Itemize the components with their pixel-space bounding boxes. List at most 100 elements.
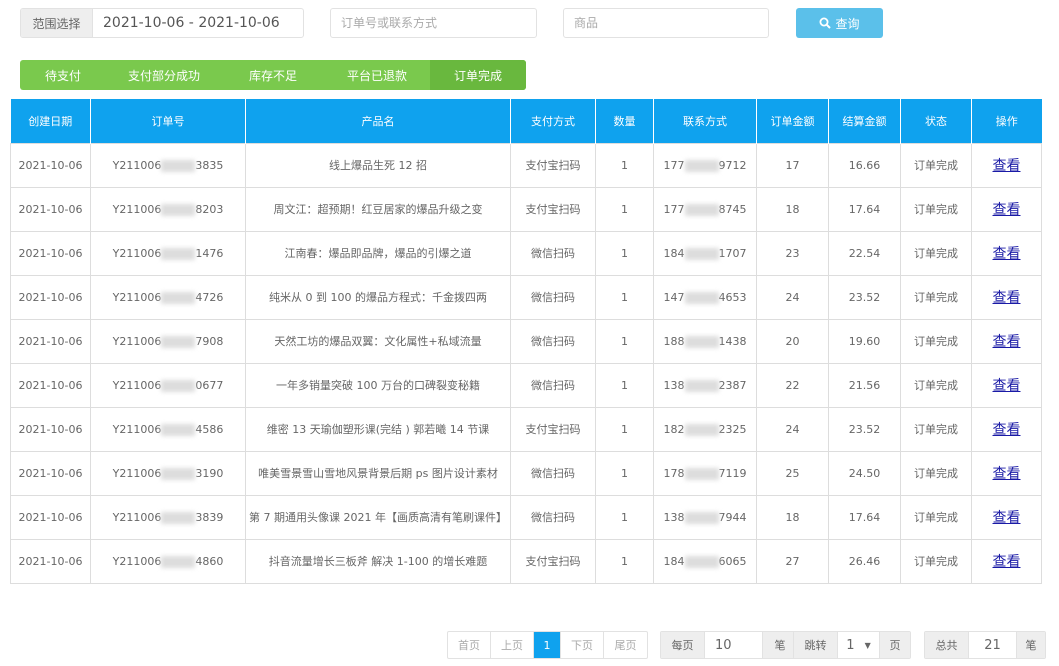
per-page-input[interactable]: 10 <box>705 632 763 658</box>
cell-action: 查看 <box>971 186 1042 232</box>
cell-order-number: Y211006 7908 <box>90 318 246 364</box>
cell-quantity: 1 <box>595 362 654 408</box>
cell-order-amount: 24 <box>756 274 829 320</box>
last-page-button[interactable]: 尾页 <box>614 639 637 652</box>
first-page-button[interactable]: 首页 <box>448 632 491 658</box>
column-header: 订单号 <box>90 99 246 143</box>
cell-settle-amount: 17.64 <box>828 494 901 540</box>
jump-select[interactable]: 1 ▼ <box>838 632 880 658</box>
total-value: 21 <box>969 632 1017 658</box>
total-count: 总共 21 笔 <box>924 631 1046 659</box>
cell-date: 2021-10-06 <box>10 362 91 408</box>
cell-quantity: 1 <box>595 230 654 276</box>
orders-table: 创建日期 订单号 产品名 支付方式 数量 联系方式 订单金额 结算金额 状态 操作 2021-10… <box>10 99 1042 584</box>
view-link[interactable]: 查看 <box>992 378 1021 394</box>
view-link[interactable]: 查看 <box>992 554 1021 570</box>
cell-order-number: Y211006 8203 <box>90 186 246 232</box>
cell-action: 查看 <box>971 274 1042 320</box>
column-header: 支付方式 <box>510 99 596 143</box>
cell-payment-method: 支付宝扫码 <box>510 538 596 584</box>
view-link[interactable]: 查看 <box>992 510 1021 526</box>
cell-status: 订单完成 <box>900 230 972 276</box>
cell-order-number: Y211006 0677 <box>90 362 246 408</box>
phone-prefix: 188 <box>663 334 685 348</box>
order-suffix: 3839 <box>195 510 224 524</box>
cell-quantity: 1 <box>595 406 654 452</box>
cell-order-number: Y211006 4726 <box>90 274 246 320</box>
redacted-blur <box>161 159 196 172</box>
cell-status: 订单完成 <box>900 142 972 188</box>
redacted-blur <box>161 291 196 304</box>
table-row: 2021-10-06 Y211006 3839 第 7 期通用头像课 2021 年【画… <box>10 494 1042 540</box>
cell-product: 维密 13 天瑜伽塑形课(完结 ) 郭若曦 14 节课 <box>245 406 511 452</box>
date-range-picker[interactable]: 范围选择 2021-10-06 - 2021-10-06 <box>20 8 304 38</box>
cell-order-amount: 27 <box>756 538 829 584</box>
cell-action: 查看 <box>971 538 1042 584</box>
next-page-button[interactable]: 下页 <box>561 632 604 658</box>
cell-product: 抖音流量增长三板斧 解决 1-100 的增长难题 <box>245 538 511 584</box>
query-button[interactable]: 查询 <box>796 8 883 38</box>
cell-payment-method: 微信扫码 <box>510 450 596 496</box>
order-suffix: 4586 <box>195 422 224 436</box>
view-link[interactable]: 查看 <box>992 334 1021 350</box>
redacted-blur <box>684 159 719 172</box>
phone-prefix: 178 <box>663 466 685 480</box>
cell-product: 江南春：爆品即品牌，爆品的引爆之道 <box>245 230 511 276</box>
order-prefix: Y211006 <box>112 422 162 436</box>
jump-unit: 页 <box>880 632 910 658</box>
column-header: 产品名 <box>245 99 511 143</box>
cell-status: 订单完成 <box>900 318 972 364</box>
cell-action: 查看 <box>971 318 1042 364</box>
view-link[interactable]: 查看 <box>992 202 1021 218</box>
cell-contact: 184 1707 <box>653 230 757 276</box>
column-header: 结算金额 <box>828 99 901 143</box>
cell-order-amount: 25 <box>756 450 829 496</box>
phone-suffix: 7119 <box>718 466 747 480</box>
view-link[interactable]: 查看 <box>992 422 1021 438</box>
redacted-blur <box>161 247 196 260</box>
tab-refunded[interactable]: 平台已退款 <box>346 68 407 83</box>
cell-order-amount: 20 <box>756 318 829 364</box>
current-page[interactable]: 1 <box>534 632 561 658</box>
table-row: 2021-10-06 Y211006 7908 天然工坊的爆品双翼：文化属性+私域流量… <box>10 318 1042 364</box>
order-search-input[interactable] <box>330 8 537 38</box>
query-label: 查询 <box>835 16 860 31</box>
cell-order-amount: 22 <box>756 362 829 408</box>
tab-pending-payment[interactable]: 待支付 <box>44 68 81 83</box>
phone-suffix: 4653 <box>718 290 747 304</box>
jump-page: 跳转 1 ▼ 页 <box>793 631 911 659</box>
cell-action: 查看 <box>971 406 1042 452</box>
phone-prefix: 182 <box>663 422 685 436</box>
phone-prefix: 177 <box>663 202 685 216</box>
cell-status: 订单完成 <box>900 494 972 540</box>
cell-payment-method: 支付宝扫码 <box>510 406 596 452</box>
order-suffix: 0677 <box>195 378 224 392</box>
cell-settle-amount: 16.66 <box>828 142 901 188</box>
phone-suffix: 7944 <box>718 510 747 524</box>
view-link[interactable]: 查看 <box>992 466 1021 482</box>
cell-date: 2021-10-06 <box>10 274 91 320</box>
phone-prefix: 184 <box>663 246 685 260</box>
phone-prefix: 184 <box>663 554 685 568</box>
cell-settle-amount: 26.46 <box>828 538 901 584</box>
jump-value: 1 <box>846 637 855 653</box>
cell-order-amount: 18 <box>756 186 829 232</box>
range-value[interactable]: 2021-10-06 - 2021-10-06 <box>103 15 280 31</box>
cell-settle-amount: 23.52 <box>828 406 901 452</box>
view-link[interactable]: 查看 <box>992 158 1021 174</box>
tab-out-of-stock[interactable]: 库存不足 <box>248 68 297 83</box>
tab-partial-payment[interactable]: 支付部分成功 <box>127 68 200 83</box>
redacted-blur <box>684 203 719 216</box>
cell-payment-method: 微信扫码 <box>510 494 596 540</box>
prev-page-button[interactable]: 上页 <box>491 632 534 658</box>
product-search-input[interactable] <box>563 8 769 38</box>
tab-order-complete[interactable]: 订单完成 <box>430 60 526 90</box>
view-link[interactable]: 查看 <box>992 290 1021 306</box>
redacted-blur <box>684 555 719 568</box>
cell-settle-amount: 17.64 <box>828 186 901 232</box>
cell-payment-method: 微信扫码 <box>510 318 596 364</box>
cell-payment-method: 微信扫码 <box>510 274 596 320</box>
cell-quantity: 1 <box>595 186 654 232</box>
view-link[interactable]: 查看 <box>992 246 1021 262</box>
cell-settle-amount: 22.54 <box>828 230 901 276</box>
